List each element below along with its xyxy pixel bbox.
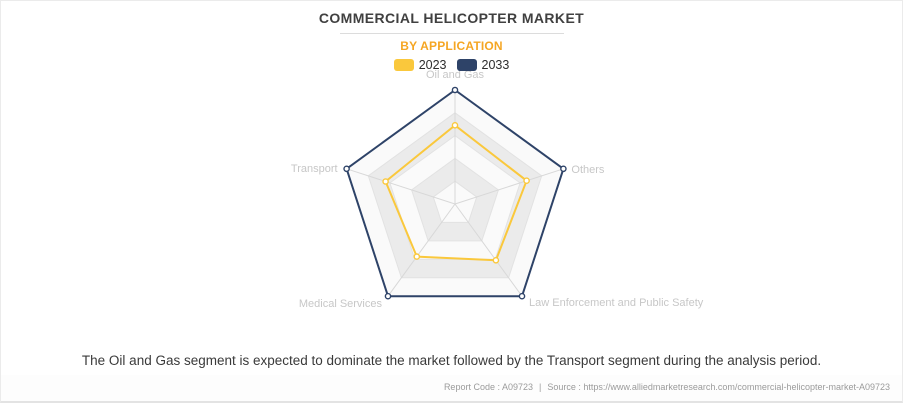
report-code: Report Code : A09723 [443,382,534,392]
radar-grid [346,89,564,297]
legend-item-2023[interactable]: 2023 [393,58,447,72]
insight-text: The Oil and Gas segment is expected to d… [81,353,822,368]
legend-label-2023: 2023 [418,58,447,72]
legend-swatch-2033-icon [456,59,477,71]
axis-label: Transport [291,163,338,175]
axis-label: Others [571,164,605,176]
radar-series-2023[interactable] [382,122,530,264]
chart-legend: 2023 2033 [1,58,902,72]
axis-label: Oil and Gas [426,69,485,81]
axis-label: Medical Services [299,298,383,310]
chart-header: COMMERCIAL HELICOPTER MARKET BY APPLICAT… [1,1,902,72]
radar-series-2033[interactable] [343,86,567,300]
axis-label: Law Enforcement and Public Safety [529,297,704,309]
title-divider [339,33,564,34]
footer-separator: | [539,382,542,392]
chart-subtitle: BY APPLICATION [400,39,503,53]
source-url: Source : https://www.alliedmarketresearc… [547,382,890,392]
legend-label-2033: 2033 [481,58,510,72]
footer: Report Code : A09723 | Source : https://ww… [1,375,902,401]
page-title: COMMERCIAL HELICOPTER MARKET [318,10,585,26]
radar-axis-labels: Oil and Gas Others Law Enforcement and Pub… [291,69,704,310]
legend-item-2033[interactable]: 2033 [456,58,510,72]
legend-swatch-2023-icon [393,59,414,71]
